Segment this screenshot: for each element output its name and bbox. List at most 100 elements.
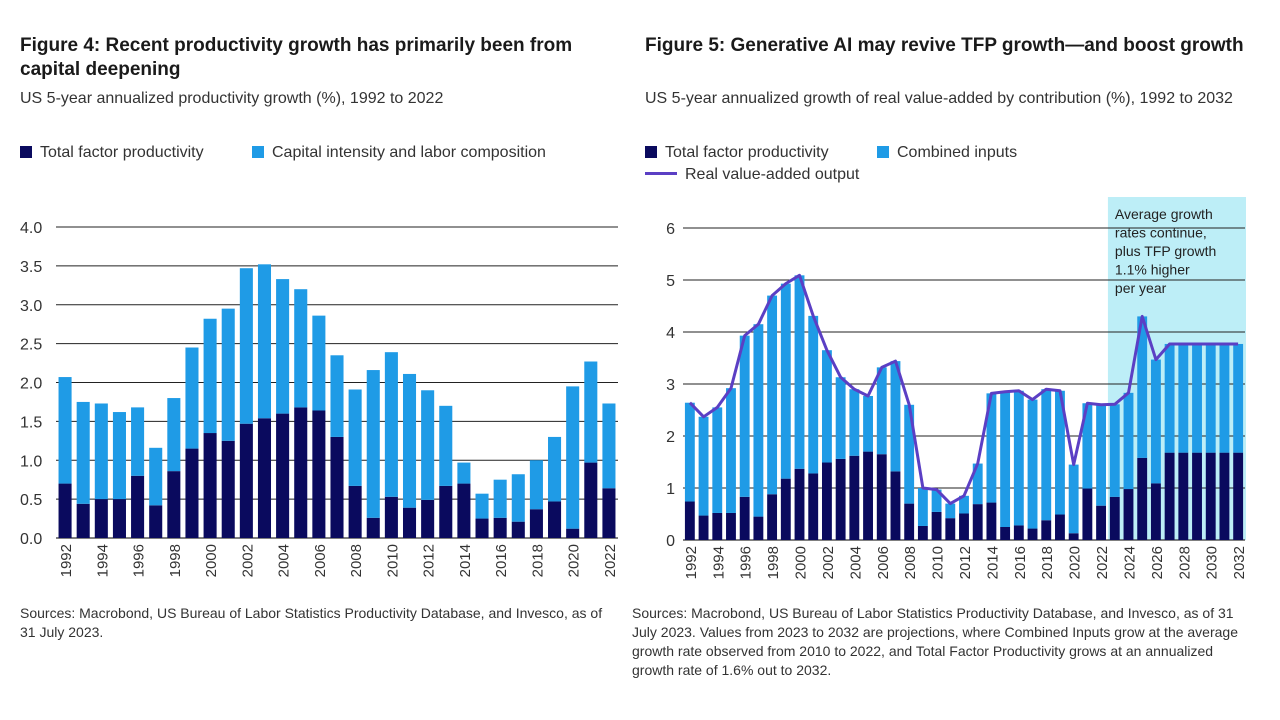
bar-tfp <box>239 423 253 538</box>
x-tick-label: 2014 <box>457 544 474 577</box>
bar-inputs <box>890 361 901 472</box>
bar-inputs <box>1164 343 1175 453</box>
bar-inputs <box>548 436 562 502</box>
bar-tfp <box>698 515 709 540</box>
bar-inputs <box>712 407 723 513</box>
x-tick-label: 1992 <box>683 546 700 579</box>
bar-tfp <box>808 473 819 540</box>
legend-swatch-combined-inputs <box>877 146 889 158</box>
x-tick-label: 1996 <box>131 544 148 577</box>
y-tick-label: 1.0 <box>20 453 42 470</box>
bar-tfp <box>330 436 344 538</box>
bar-tfp <box>1000 527 1011 540</box>
bar-inputs <box>1013 390 1024 526</box>
bar-inputs <box>457 462 471 484</box>
bar-inputs <box>808 315 819 474</box>
x-tick-label: 2032 <box>1231 546 1248 579</box>
bar-inputs <box>185 347 199 449</box>
bar-inputs <box>112 412 126 500</box>
bar-tfp <box>294 407 308 538</box>
legend-swatch-tfp <box>645 146 657 158</box>
bar-tfp <box>548 501 562 538</box>
x-tick-label: 2016 <box>493 544 510 577</box>
y-tick-label: 0.0 <box>20 531 42 548</box>
y-tick-label: 3.0 <box>20 298 42 315</box>
bar-inputs <box>529 460 543 510</box>
bar-tfp <box>1109 496 1120 540</box>
bar-tfp <box>1205 452 1216 540</box>
bar-inputs <box>945 503 956 519</box>
bar-inputs <box>794 275 805 469</box>
bar-tfp <box>767 494 778 540</box>
bar-inputs <box>439 405 453 486</box>
y-tick-label: 1.5 <box>20 414 42 431</box>
bar-inputs <box>917 488 928 526</box>
bar-inputs <box>1096 404 1107 506</box>
bar-inputs <box>511 474 525 522</box>
bar-inputs <box>726 388 736 513</box>
bar-tfp <box>167 471 181 538</box>
legend-swatch-tfp <box>20 146 32 158</box>
bar-inputs <box>421 390 435 500</box>
bar-inputs <box>76 401 90 504</box>
bar-inputs <box>876 367 887 455</box>
bar-inputs <box>931 489 942 512</box>
bar-tfp <box>348 485 362 538</box>
bar-tfp <box>584 462 598 538</box>
figure-5-subtitle: US 5-year annualized growth of real valu… <box>645 90 1233 107</box>
bar-tfp <box>566 528 580 538</box>
bar-tfp <box>1027 528 1038 540</box>
bar-inputs <box>167 398 181 472</box>
bar-tfp <box>366 517 380 538</box>
bar-tfp <box>780 478 791 540</box>
bar-inputs <box>1150 359 1161 484</box>
figure-5-chart: Average growth rates continue, plus TFP gr… <box>666 197 1248 579</box>
bar-inputs <box>1068 464 1079 534</box>
bar-inputs <box>698 416 709 516</box>
x-tick-label: 2022 <box>602 544 619 577</box>
bar-tfp <box>917 525 928 540</box>
legend-item-tfp: Total factor productivity <box>20 144 204 162</box>
bar-inputs <box>986 393 997 503</box>
bar-tfp <box>959 513 969 540</box>
bar-inputs <box>835 377 846 459</box>
bar-tfp <box>58 483 72 538</box>
bar-tfp <box>185 448 199 538</box>
x-tick-label: 2010 <box>384 544 401 577</box>
bar-inputs <box>780 283 791 479</box>
bar-inputs <box>1082 403 1093 489</box>
bar-inputs <box>131 407 145 476</box>
bar-tfp <box>439 485 453 538</box>
bar-tfp <box>863 451 873 540</box>
bar-inputs <box>257 264 272 419</box>
bar-tfp <box>1219 452 1230 540</box>
bar-tfp <box>221 440 235 538</box>
bar-tfp <box>1150 483 1161 540</box>
x-tick-label: 2008 <box>902 546 919 579</box>
bar-tfp <box>945 518 956 540</box>
x-tick-label: 1998 <box>765 546 782 579</box>
line-real-value-added-output <box>688 273 1239 506</box>
bar-inputs <box>739 335 750 497</box>
bar-inputs <box>1055 390 1065 515</box>
bar-tfp <box>1013 525 1024 540</box>
y-tick-label: 4.0 <box>20 220 42 237</box>
y-tick-label: 2 <box>666 429 675 446</box>
bar-inputs <box>849 389 860 456</box>
legend-label-output: Real value-added output <box>685 166 860 183</box>
bar-tfp <box>402 507 417 538</box>
bar-inputs <box>684 402 695 502</box>
bar-inputs <box>1041 389 1052 521</box>
figure-5-source: Sources: Macrobond, US Bureau of Labor S… <box>632 605 1238 678</box>
y-tick-label: 2.5 <box>20 337 42 354</box>
bar-inputs <box>493 479 507 518</box>
bar-tfp <box>876 454 887 540</box>
legend-label-tfp: Total factor productivity <box>40 144 204 161</box>
bar-inputs <box>753 324 764 517</box>
y-tick-label: 0.5 <box>20 492 42 509</box>
figure-5-title: Figure 5: Generative AI may revive TFP g… <box>645 35 1244 56</box>
bar-tfp <box>312 410 326 538</box>
x-tick-label: 2030 <box>1204 546 1221 579</box>
bar-tfp <box>712 512 723 540</box>
bar-tfp <box>475 518 489 538</box>
